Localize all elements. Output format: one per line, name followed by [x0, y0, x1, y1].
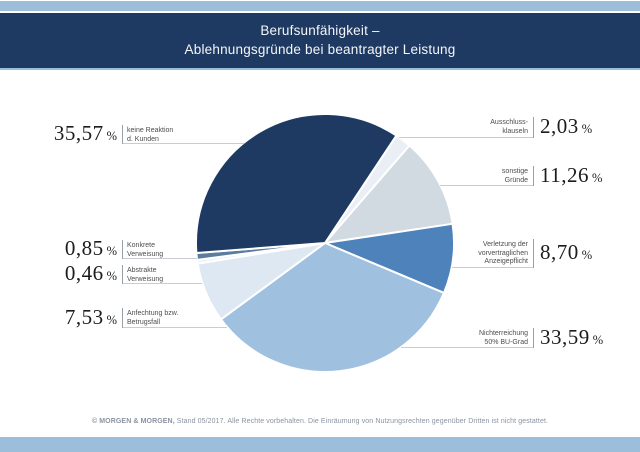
slice-percent: 0,85% — [20, 236, 117, 263]
leader-line — [398, 137, 533, 138]
slice-percent: 2,03% — [540, 114, 635, 141]
slice-percent: 7,53% — [20, 305, 117, 332]
label-divider — [122, 308, 123, 328]
percent-sign: % — [106, 244, 117, 258]
slice-percent-value: 7,53 — [64, 305, 104, 329]
copyright-footer: © MORGEN & MORGEN, Stand 05/2017. Alle R… — [0, 417, 640, 427]
leader-line — [401, 347, 533, 348]
header-underline — [0, 68, 640, 70]
slice-percent: 35,57% — [20, 121, 117, 148]
slice-label: Nichterreichung 50% BU-Grad — [478, 330, 528, 346]
pie-slice-1 — [324, 144, 454, 244]
slice-label: sonstige Gründe — [501, 168, 528, 184]
leader-line — [122, 143, 244, 144]
leader-line — [440, 185, 533, 186]
slice-percent-value: 0,46 — [64, 261, 104, 285]
leader-line — [122, 283, 203, 284]
label-divider — [533, 117, 534, 138]
copyright-notice: Stand 05/2017. Alle Rechte vorbehalten. … — [174, 418, 549, 425]
percent-sign: % — [106, 313, 117, 327]
slice-percent-value: 35,57 — [53, 121, 104, 145]
chart-header: Berufsunfähigkeit – Ablehnungsgründe bei… — [0, 13, 640, 68]
slice-percent: 11,26% — [540, 163, 635, 190]
slice-label: Abstrakte Verweisung — [127, 267, 164, 283]
slice-percent-value: 0,85 — [64, 236, 104, 260]
slice-label: Anfechtung bzw. Betrugsfall — [127, 310, 179, 326]
slice-percent-value: 8,70 — [540, 240, 579, 264]
slice-label: keine Reaktion d. Kunden — [127, 127, 174, 143]
slice-percent-value: 2,03 — [540, 114, 579, 138]
percent-sign: % — [106, 269, 117, 283]
slice-percent-value: 33,59 — [540, 325, 590, 349]
label-divider — [533, 328, 534, 348]
slice-percent-value: 11,26 — [540, 163, 589, 187]
leader-line — [122, 327, 228, 328]
percent-sign: % — [592, 333, 604, 347]
slice-percent: 0,46% — [20, 261, 117, 288]
copyright-source: © MORGEN & MORGEN, — [91, 418, 175, 425]
slice-label: Verletzung der vorvertraglichen Anzeigepfl… — [478, 241, 528, 265]
percent-sign: % — [106, 129, 117, 143]
label-divider — [533, 166, 534, 186]
slice-percent: 33,59% — [540, 325, 635, 352]
percent-sign: % — [591, 171, 603, 185]
label-divider — [533, 239, 534, 268]
slice-percent: 8,70% — [540, 240, 635, 267]
pie-slice-3 — [220, 242, 445, 373]
top-accent-bar — [0, 1, 640, 11]
leader-line — [122, 258, 197, 259]
slice-label: Ausschluss-klauseln — [490, 119, 528, 135]
percent-sign: % — [581, 248, 593, 262]
bottom-accent-bar — [0, 437, 640, 452]
label-divider — [122, 125, 123, 144]
label-divider — [122, 265, 123, 284]
pie-slice-7 — [195, 113, 398, 255]
slice-label: Konkrete Verweisung — [127, 242, 164, 258]
leader-line — [451, 267, 533, 268]
page-title-line2: Ablehnungsgründe bei beantragter Leistun… — [184, 42, 456, 57]
percent-sign: % — [581, 122, 593, 136]
label-divider — [122, 240, 123, 259]
page-title-line1: Berufsunfähigkeit – — [260, 23, 380, 38]
